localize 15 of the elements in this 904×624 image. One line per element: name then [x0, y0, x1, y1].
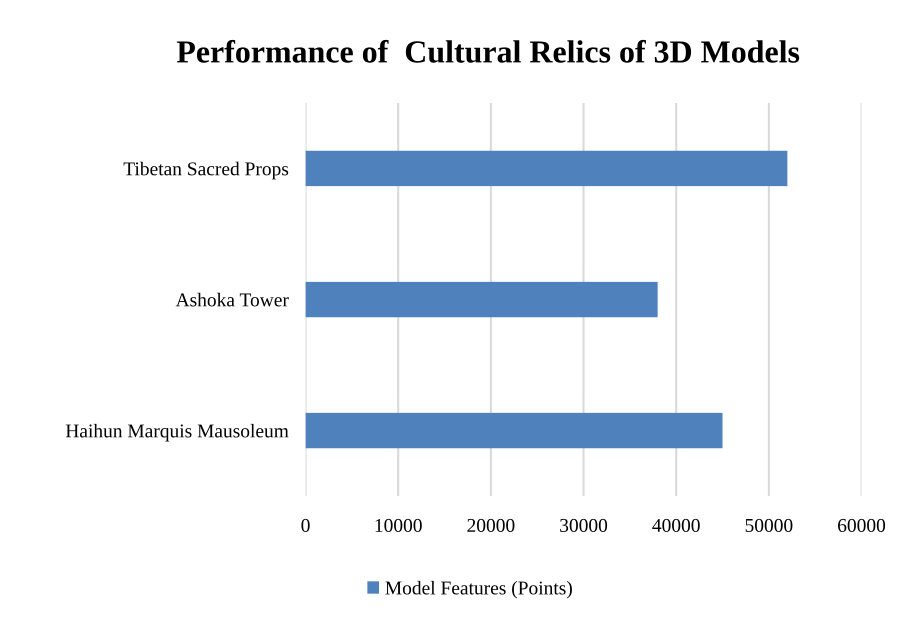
- y-tick-label: Haihun Marquis Mausoleum: [66, 424, 289, 442]
- legend-label: Model Features (Points): [385, 580, 572, 598]
- x-tick-label: 40000: [652, 518, 700, 532]
- x-tick-label: 10000: [376, 518, 422, 532]
- bar: [306, 412, 723, 448]
- y-tick-label: Ashoka Tower: [176, 292, 289, 306]
- x-tick-label: 50000: [746, 518, 792, 532]
- bar: [306, 150, 788, 186]
- x-tick-label: 0: [301, 518, 310, 532]
- bar: [306, 282, 658, 318]
- chart-title: Performance of Cultural Relics of 3D Models: [176, 40, 800, 63]
- x-tick-label: 20000: [467, 518, 514, 532]
- x-tick-label: 60000: [838, 518, 886, 532]
- x-tick-label: 30000: [560, 518, 608, 532]
- y-tick-label: Tibetan Sacred Props: [124, 162, 288, 180]
